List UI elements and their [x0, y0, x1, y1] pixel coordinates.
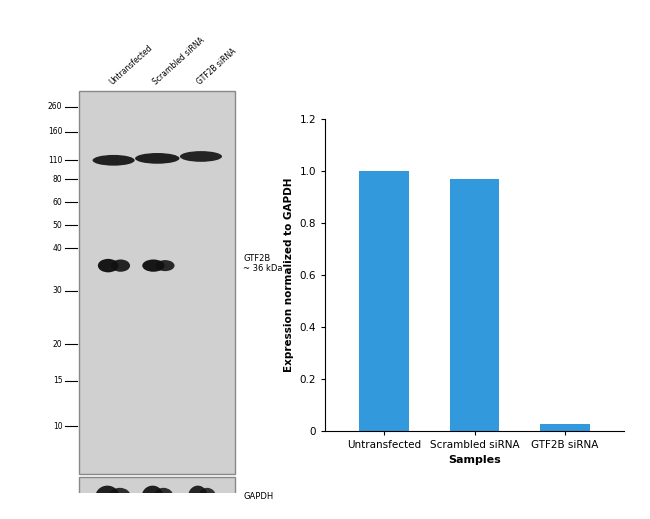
Ellipse shape: [109, 488, 131, 506]
Text: 80: 80: [53, 175, 62, 184]
Bar: [450, 179, 499, 431]
Text: 15: 15: [53, 376, 62, 385]
Text: GTF2B
~ 36 kDa: GTF2B ~ 36 kDa: [243, 254, 283, 274]
Text: 110: 110: [48, 156, 62, 165]
Y-axis label: Expression normalized to GAPDH: Expression normalized to GAPDH: [284, 178, 294, 372]
Bar: [540, 425, 590, 431]
Ellipse shape: [96, 486, 120, 508]
Text: 30: 30: [53, 286, 62, 295]
Ellipse shape: [142, 260, 164, 272]
Text: 60: 60: [53, 198, 62, 207]
Text: 50: 50: [53, 221, 62, 230]
Bar: [79, 476, 235, 516]
Text: GTF2B siRNA: GTF2B siRNA: [195, 47, 238, 87]
Ellipse shape: [98, 259, 118, 272]
Text: 260: 260: [48, 102, 62, 111]
Text: Untransfected: Untransfected: [108, 44, 154, 87]
Ellipse shape: [92, 155, 135, 166]
Bar: [79, 91, 235, 474]
Ellipse shape: [135, 153, 179, 163]
Text: Scrambled siRNA: Scrambled siRNA: [151, 36, 206, 87]
Ellipse shape: [155, 260, 175, 271]
Text: 160: 160: [48, 127, 62, 136]
Ellipse shape: [188, 486, 208, 508]
Text: 10: 10: [53, 422, 62, 431]
Ellipse shape: [180, 151, 222, 162]
Text: 40: 40: [53, 244, 62, 253]
Ellipse shape: [142, 486, 164, 508]
Ellipse shape: [111, 260, 130, 272]
Ellipse shape: [198, 488, 216, 506]
Text: GAPDH: GAPDH: [243, 492, 274, 501]
Bar: [359, 171, 409, 431]
Text: 20: 20: [53, 339, 62, 349]
X-axis label: Samples: Samples: [448, 455, 501, 466]
Ellipse shape: [153, 488, 174, 506]
